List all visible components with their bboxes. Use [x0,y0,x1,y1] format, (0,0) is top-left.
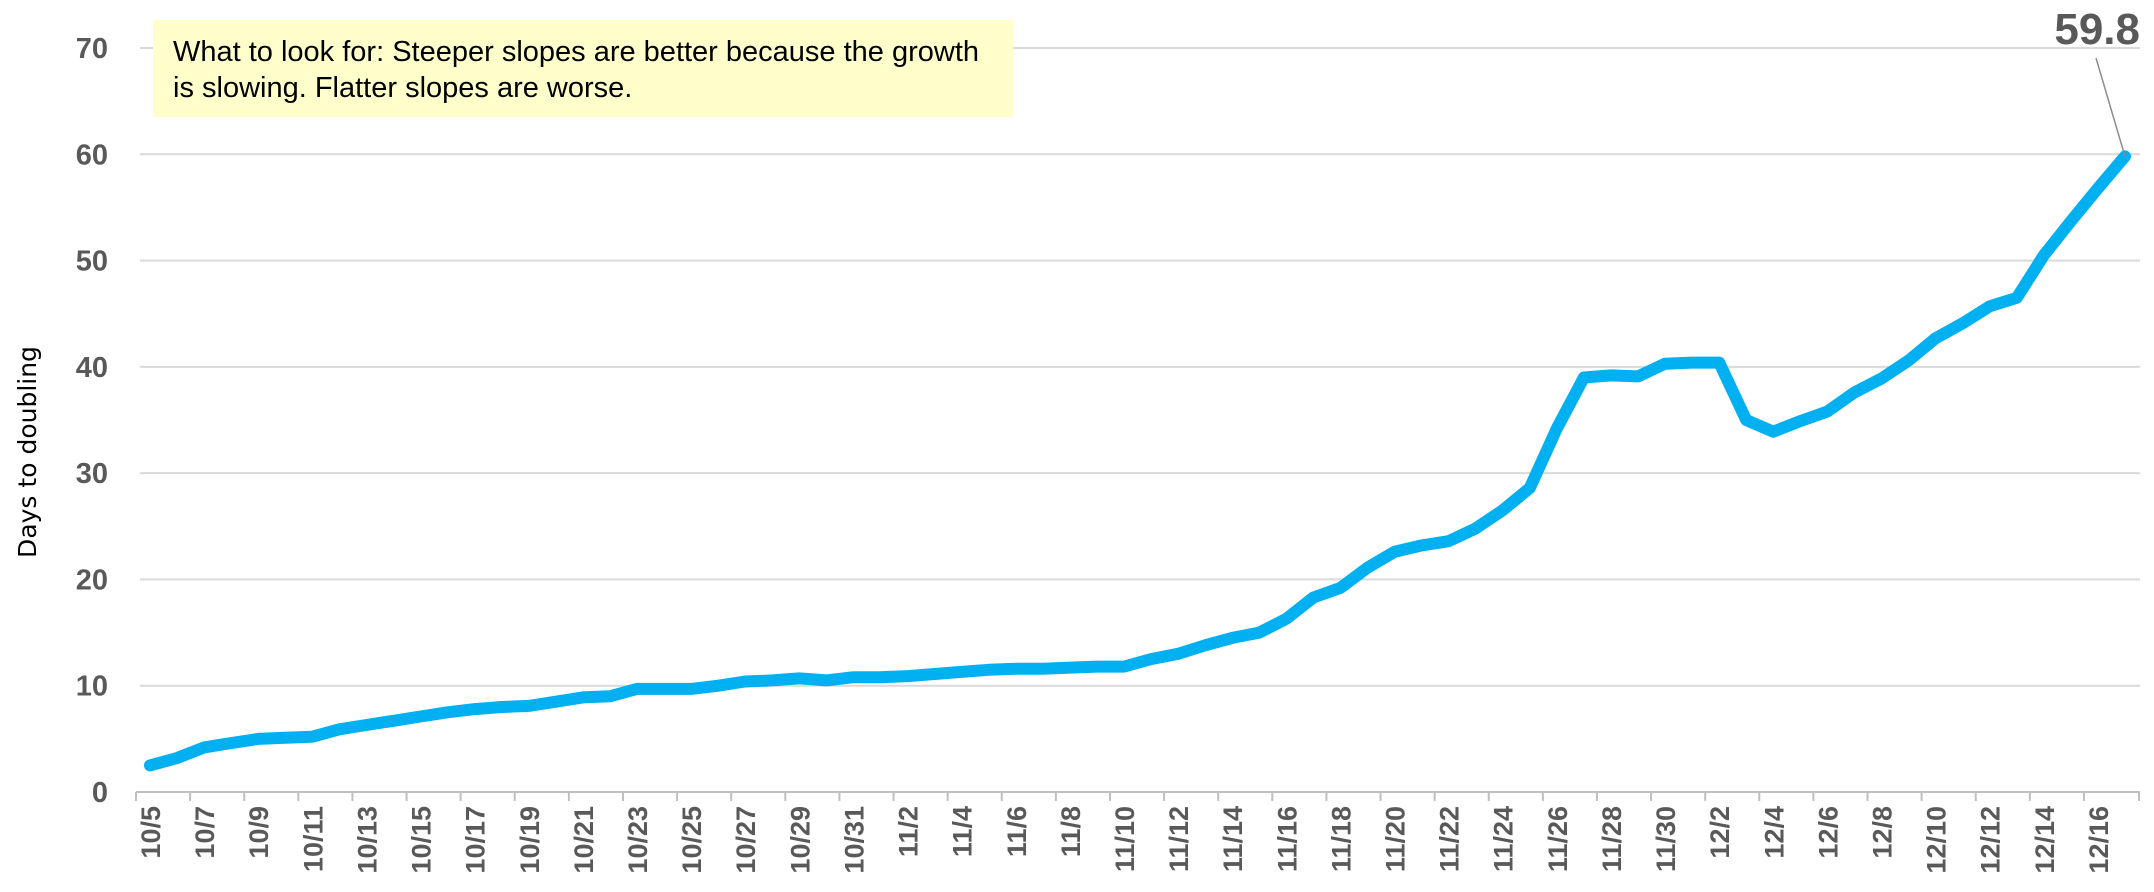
x-tick-label: 11/20 [1381,806,1411,872]
y-tick-label: 0 [92,777,108,809]
x-tick-label: 12/2 [1705,806,1735,859]
x-tick-label: 10/9 [244,806,274,859]
x-tick-label: 10/15 [407,806,437,874]
x-tick-label: 11/6 [1002,806,1032,857]
x-tick-label: 11/28 [1597,806,1627,872]
x-tick-label: 12/16 [2084,806,2114,874]
x-tick-label: 12/14 [2030,806,2060,874]
x-tick-label: 11/24 [1489,806,1519,872]
x-tick-label: 11/18 [1326,806,1356,872]
x-tick-label: 11/10 [1110,806,1140,872]
x-tick-label: 10/13 [352,806,382,874]
x-tick-label: 11/14 [1218,806,1248,872]
x-tick-label: 10/21 [569,806,599,874]
x-tick-label: 11/2 [894,806,924,857]
x-axis-ticks: 10/5 10/7 10/9 10/11 10/13 10/15 10/17 10/19 10/… [135,792,2140,874]
x-tick-label: 12/4 [1759,806,1789,859]
y-tick-label: 70 [76,33,108,65]
y-tick-label: 50 [76,246,108,278]
annotation-text: What to look for: Steeper slopes are bet… [173,36,980,104]
x-tick-label: 10/19 [515,806,545,874]
annotation-note: What to look for: Steeper slopes are bet… [153,20,1013,117]
x-tick-label: 12/8 [1868,806,1898,859]
y-tick-label: 20 [76,564,108,596]
y-axis-label: Days to doubling [13,346,42,558]
x-tick-label: 11/8 [1056,806,1086,857]
x-tick-label: 11/26 [1543,806,1573,872]
x-tick-label: 11/22 [1435,806,1465,872]
data-label-last-point: 59.8 [2054,5,2140,54]
y-tick-label: 10 [76,671,108,703]
x-tick-label: 10/11 [298,806,328,872]
y-tick-label: 40 [76,352,108,384]
x-tick-label: 11/30 [1651,806,1681,872]
series-layer [144,150,2131,772]
data-label-layer: 59.8 [2054,5,2140,157]
x-tick-label: 10/29 [785,806,815,874]
x-tick-label: 12/10 [1922,806,1952,874]
x-tick-label: 11/12 [1164,806,1194,872]
x-tick-label: 10/17 [461,806,491,874]
y-axis-ticks: 0 10 20 30 40 50 60 70 [76,33,108,809]
series-line-0 [144,150,2131,772]
x-tick-label: 10/23 [623,806,653,874]
x-tick-label: 10/7 [190,806,220,859]
x-tick-label: 10/5 [136,806,166,859]
x-tick-label: 12/6 [1813,806,1843,859]
x-tick-label: 11/4 [948,806,978,857]
gridlines [140,47,2140,687]
x-tick-label: 10/27 [731,806,761,874]
x-tick-label: 10/31 [839,806,869,874]
data-label-leader-line [2095,57,2126,157]
x-tick-label: 11/16 [1272,806,1302,872]
x-tick-label: 12/12 [1976,806,2006,874]
y-tick-label: 30 [76,458,108,490]
x-tick-label: 10/25 [677,806,707,874]
y-tick-label: 60 [76,139,108,171]
